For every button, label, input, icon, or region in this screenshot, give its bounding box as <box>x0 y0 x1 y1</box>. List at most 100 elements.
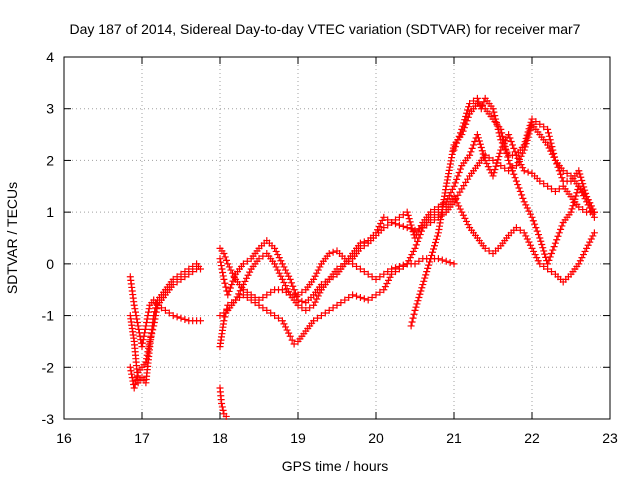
data-point <box>316 289 324 297</box>
data-point <box>272 247 280 255</box>
data-point <box>345 257 353 265</box>
data-point <box>409 247 417 255</box>
data-point <box>376 273 384 281</box>
data-point <box>544 125 552 133</box>
data-point <box>274 251 282 259</box>
data-point <box>411 244 419 252</box>
data-point <box>310 275 318 283</box>
data-point <box>388 218 396 226</box>
data-point <box>317 312 325 320</box>
data-point <box>573 189 581 197</box>
data-point <box>451 179 459 187</box>
data-point <box>587 235 595 243</box>
data-point <box>177 275 185 283</box>
data-point <box>492 162 500 170</box>
data-point <box>267 288 275 296</box>
data-point <box>526 122 534 130</box>
data-point <box>587 202 595 210</box>
data-point <box>459 122 467 130</box>
data-point <box>220 250 228 258</box>
data-point <box>140 332 148 340</box>
data-point <box>554 163 562 171</box>
data-point <box>407 322 415 330</box>
data-point <box>428 251 436 259</box>
data-point <box>512 224 520 232</box>
data-point <box>501 145 509 153</box>
data-point <box>590 208 598 216</box>
x-axis-label: GPS time / hours <box>282 458 389 474</box>
data-point <box>549 246 557 254</box>
data-point <box>563 169 571 177</box>
data-point <box>341 296 349 304</box>
data-point <box>522 134 530 142</box>
grid <box>64 57 610 419</box>
data-point <box>496 132 504 140</box>
data-point <box>555 229 563 237</box>
data-point <box>314 292 322 300</box>
data-point <box>283 269 291 277</box>
data-point <box>537 237 545 245</box>
data-point <box>578 176 586 184</box>
data-point <box>503 148 511 156</box>
data-point <box>510 144 518 152</box>
data-point <box>329 304 337 312</box>
tick-marks <box>63 56 611 420</box>
data-point <box>217 262 225 270</box>
data-point <box>132 376 140 384</box>
data-point <box>247 291 255 299</box>
data-point <box>218 399 226 407</box>
data-point <box>181 273 189 281</box>
data-point <box>290 286 298 294</box>
data-point <box>345 293 353 301</box>
data-point <box>360 242 368 250</box>
data-point <box>589 205 597 213</box>
data-point <box>494 156 502 164</box>
data-point <box>455 132 463 140</box>
data-point <box>314 266 322 274</box>
data-point <box>434 203 442 211</box>
data-point <box>341 260 349 268</box>
data-point <box>484 163 492 171</box>
data-point <box>360 295 368 303</box>
data-point <box>144 348 152 356</box>
data-point <box>158 304 165 312</box>
data-point <box>282 282 290 290</box>
data-point <box>545 256 553 264</box>
data-point <box>243 274 251 282</box>
data-point <box>462 112 470 120</box>
data-point <box>150 318 158 326</box>
data-point <box>495 153 503 161</box>
data-point <box>280 278 288 286</box>
data-point <box>239 260 247 268</box>
data-point <box>407 225 415 233</box>
data-point <box>427 208 435 216</box>
data-point <box>525 125 533 133</box>
data-point <box>152 312 160 320</box>
data-point <box>138 343 146 351</box>
data-point <box>477 105 485 113</box>
data-point <box>399 211 407 219</box>
data-point <box>431 242 438 250</box>
x-tick-label: 23 <box>602 430 618 446</box>
data-point <box>216 312 224 320</box>
data-point <box>477 144 485 151</box>
data-point <box>356 244 364 252</box>
data-point <box>492 115 500 123</box>
data-point <box>263 306 271 314</box>
data-point <box>243 288 251 296</box>
data-point <box>302 306 310 314</box>
data-point <box>298 288 306 296</box>
data-point <box>132 308 139 316</box>
data-point <box>525 238 533 246</box>
data-point <box>583 244 591 252</box>
data-point <box>411 234 419 242</box>
data-point <box>128 374 136 382</box>
data-point <box>150 322 158 330</box>
data-point <box>461 214 469 222</box>
data-point <box>227 266 235 274</box>
data-point <box>474 134 482 142</box>
data-point <box>298 304 306 312</box>
data-point <box>408 251 416 259</box>
data-point <box>277 257 285 265</box>
data-point <box>275 314 282 322</box>
